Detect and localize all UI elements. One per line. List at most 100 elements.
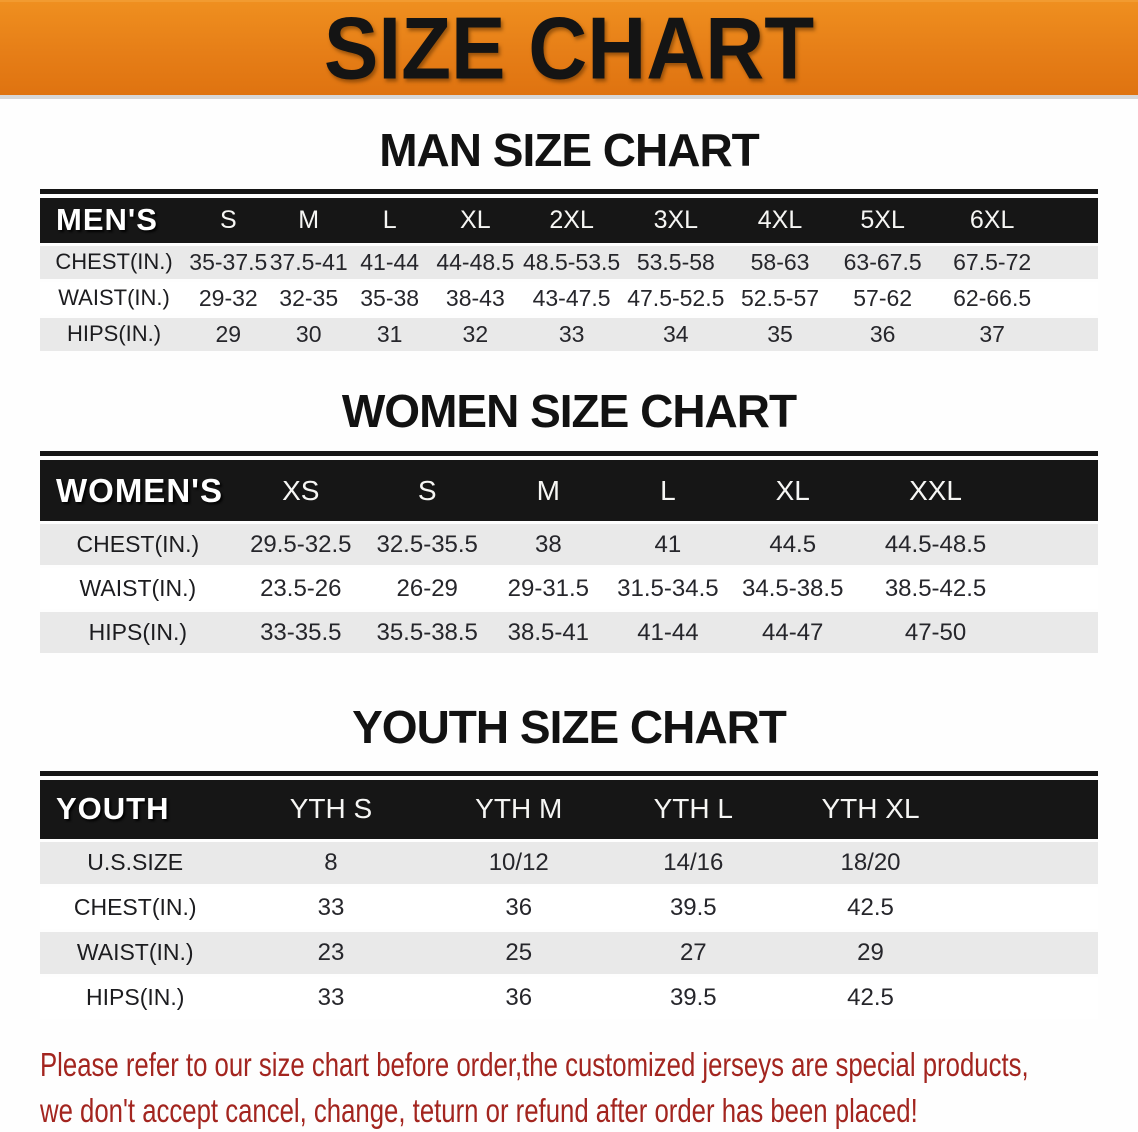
youth-size-col-header: YTH M xyxy=(431,779,607,839)
size-value-cell: 23.5-26 xyxy=(235,568,366,610)
men-size-table: MEN'S S M L XL 2XL 3XL 4XL 5XL 6XL CHEST… xyxy=(40,188,1098,354)
size-value-cell: 41 xyxy=(608,524,728,566)
men-table-corner-label: MEN'S xyxy=(40,197,189,243)
row-label: HIPS(IN.) xyxy=(40,612,236,654)
row-label: CHEST(IN.) xyxy=(40,886,231,929)
men-chest-row: CHEST(IN.) 35-37.5 37.5-41 41-44 44-48.5… xyxy=(40,245,1098,279)
filler-cell xyxy=(1050,317,1098,351)
size-value-cell: 30 xyxy=(268,317,349,351)
row-label: CHEST(IN.) xyxy=(40,245,189,279)
filler-cell xyxy=(1050,281,1098,315)
size-value-cell: 35-37.5 xyxy=(188,245,269,279)
size-value-cell: 38.5-41 xyxy=(488,612,609,654)
row-label: U.S.SIZE xyxy=(40,841,231,884)
size-value-cell: 36 xyxy=(831,317,934,351)
youth-size-table: YOUTH YTH S YTH M YTH L YTH XL U.S.SIZE … xyxy=(40,770,1098,1022)
size-value-cell: 39.5 xyxy=(606,886,781,929)
size-value-cell: 38.5-42.5 xyxy=(857,568,1014,610)
men-header-row: MEN'S S M L XL 2XL 3XL 4XL 5XL 6XL xyxy=(40,197,1098,243)
filler-cell xyxy=(1013,568,1098,610)
filler-cell xyxy=(960,976,1098,1019)
size-value-cell: 36 xyxy=(431,886,607,929)
men-size-col-header: 3XL xyxy=(622,197,729,243)
filler-cell xyxy=(1013,524,1098,566)
size-value-cell: 63-67.5 xyxy=(831,245,934,279)
size-value-cell: 42.5 xyxy=(780,976,961,1019)
size-value-cell: 29 xyxy=(780,931,961,974)
size-value-cell: 26-29 xyxy=(365,568,489,610)
size-value-cell: 33-35.5 xyxy=(235,612,366,654)
youth-chest-row: CHEST(IN.) 33 36 39.5 42.5 xyxy=(40,886,1098,929)
row-label: CHEST(IN.) xyxy=(40,524,236,566)
men-size-col-header: XL xyxy=(430,197,521,243)
size-value-cell: 35-38 xyxy=(348,281,431,315)
size-value-cell: 39.5 xyxy=(606,976,781,1019)
women-table: WOMEN'S XS S M L XL XXL CHEST(IN.) 29.5-… xyxy=(40,457,1098,656)
banner-title: SIZE CHART xyxy=(323,0,815,98)
size-value-cell: 37.5-41 xyxy=(268,245,349,279)
women-size-col-header: XS xyxy=(235,460,366,522)
size-value-cell: 37 xyxy=(933,317,1051,351)
size-value-cell: 44.5 xyxy=(727,524,858,566)
women-chest-row: CHEST(IN.) 29.5-32.5 32.5-35.5 38 41 44.… xyxy=(40,524,1098,566)
youth-header-row: YOUTH YTH S YTH M YTH L YTH XL xyxy=(40,779,1098,839)
youth-section-heading: YOUTH SIZE CHART xyxy=(352,701,787,754)
row-label: WAIST(IN.) xyxy=(40,568,236,610)
size-value-cell: 44.5-48.5 xyxy=(857,524,1014,566)
size-value-cell: 47.5-52.5 xyxy=(622,281,729,315)
size-value-cell: 42.5 xyxy=(780,886,961,929)
men-size-col-header: 2XL xyxy=(520,197,623,243)
youth-table-corner-label: YOUTH xyxy=(40,779,231,839)
size-value-cell: 38-43 xyxy=(430,281,521,315)
men-size-col-header: S xyxy=(188,197,269,243)
youth-table-topline xyxy=(40,770,1098,776)
size-value-cell: 31.5-34.5 xyxy=(608,568,728,610)
men-size-col-header: L xyxy=(348,197,431,243)
size-value-cell: 43-47.5 xyxy=(520,281,623,315)
men-section-heading: MAN SIZE CHART xyxy=(379,124,760,176)
men-waist-row: WAIST(IN.) 29-32 32-35 35-38 38-43 43-47… xyxy=(40,281,1098,315)
women-size-col-header: L xyxy=(608,460,728,522)
disclaimer-line1: Please refer to our size chart before or… xyxy=(40,1045,1029,1083)
size-value-cell: 36 xyxy=(431,976,607,1019)
women-size-col-header: M xyxy=(488,460,609,522)
size-value-cell: 32-35 xyxy=(268,281,349,315)
size-value-cell: 27 xyxy=(606,931,781,974)
youth-hips-row: HIPS(IN.) 33 36 39.5 42.5 xyxy=(40,976,1098,1019)
size-value-cell: 10/12 xyxy=(431,841,607,884)
men-size-col-header: 4XL xyxy=(728,197,832,243)
size-value-cell: 53.5-58 xyxy=(622,245,729,279)
size-value-cell: 41-44 xyxy=(608,612,728,654)
women-size-col-header: XXL xyxy=(857,460,1014,522)
filler-cell xyxy=(960,931,1098,974)
filler-cell xyxy=(1013,612,1098,654)
size-value-cell: 33 xyxy=(230,886,432,929)
size-value-cell: 32 xyxy=(430,317,521,351)
size-value-cell: 44-48.5 xyxy=(430,245,521,279)
row-label: WAIST(IN.) xyxy=(40,931,231,974)
size-value-cell: 41-44 xyxy=(348,245,431,279)
size-value-cell: 18/20 xyxy=(780,841,961,884)
size-value-cell: 35 xyxy=(728,317,832,351)
size-value-cell: 44-47 xyxy=(727,612,858,654)
size-value-cell: 58-63 xyxy=(728,245,832,279)
youth-waist-row: WAIST(IN.) 23 25 27 29 xyxy=(40,931,1098,974)
size-value-cell: 35.5-38.5 xyxy=(365,612,489,654)
filler-cell xyxy=(960,841,1098,884)
size-value-cell: 67.5-72 xyxy=(933,245,1051,279)
size-value-cell: 48.5-53.5 xyxy=(520,245,623,279)
size-value-cell: 34.5-38.5 xyxy=(727,568,858,610)
women-header-row: WOMEN'S XS S M L XL XXL xyxy=(40,460,1098,522)
size-value-cell: 33 xyxy=(520,317,623,351)
size-value-cell: 14/16 xyxy=(606,841,781,884)
size-value-cell: 62-66.5 xyxy=(933,281,1051,315)
women-size-table: WOMEN'S XS S M L XL XXL CHEST(IN.) 29.5-… xyxy=(40,451,1098,656)
size-value-cell: 29-31.5 xyxy=(488,568,609,610)
women-table-topline xyxy=(40,451,1098,457)
size-value-cell: 29 xyxy=(188,317,269,351)
men-table-topline xyxy=(40,188,1098,194)
youth-size-col-header: YTH S xyxy=(230,779,432,839)
size-value-cell: 23 xyxy=(230,931,432,974)
youth-ussize-row: U.S.SIZE 8 10/12 14/16 18/20 xyxy=(40,841,1098,884)
men-hips-row: HIPS(IN.) 29 30 31 32 33 34 35 36 37 xyxy=(40,317,1098,351)
